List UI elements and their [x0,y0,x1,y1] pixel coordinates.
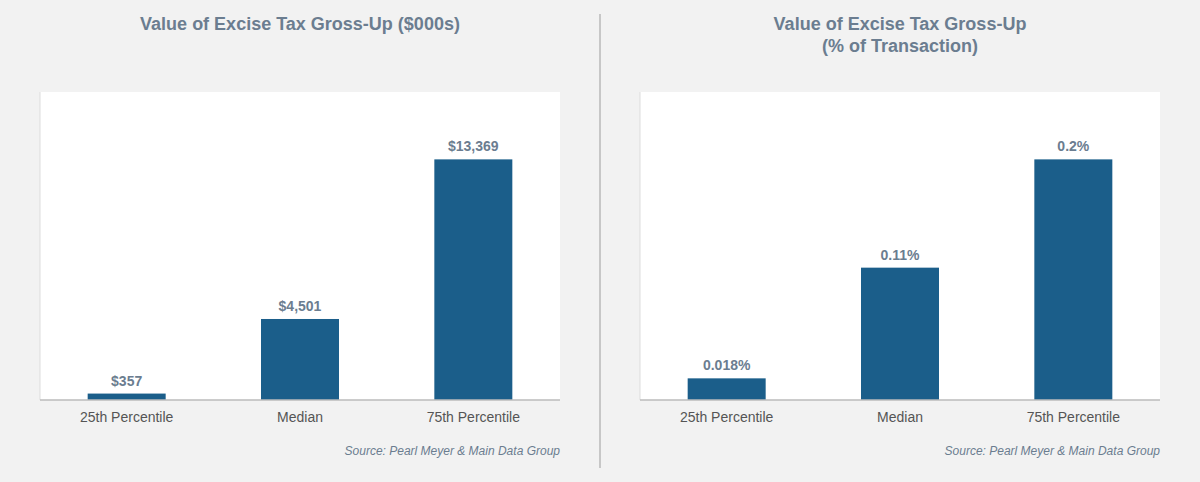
chart-title: Value of Excise Tax Gross-Up ($000s) [140,14,460,34]
x-tick-label: 25th Percentile [680,409,774,425]
x-tick-label: 75th Percentile [1027,409,1121,425]
x-axis-line [40,399,560,401]
bar [688,378,766,400]
bar [88,394,166,400]
divider [599,14,600,468]
plot-background [40,92,560,400]
x-tick-label: 75th Percentile [427,409,521,425]
data-label: $4,501 [279,298,322,314]
plot-background [640,92,1160,400]
data-label: $357 [111,373,142,389]
panel: Value of Excise Tax Gross-Up ($000s) $357… [40,14,560,458]
panel: Value of Excise Tax Gross-Up(% of Transa… [640,14,1160,458]
chart-title: Value of Excise Tax Gross-Up(% of Transa… [774,14,1027,56]
x-tick-label: 25th Percentile [80,409,174,425]
bar [861,268,939,400]
y-axis-line [40,92,41,400]
data-label: 0.018% [703,357,751,373]
x-tick-label: Median [277,409,323,425]
chart-svg: Value of Excise Tax Gross-Up ($000s) $357… [0,0,1200,482]
chart-root: Value of Excise Tax Gross-Up ($000s) $357… [0,0,1200,482]
source-note: Source: Pearl Meyer & Main Data Group [345,444,561,458]
data-label: 0.2% [1057,138,1089,154]
bar [261,319,339,400]
data-label: $13,369 [448,138,499,154]
title-line: Value of Excise Tax Gross-Up [774,14,1027,34]
data-label: 0.11% [881,247,920,263]
x-tick-label: Median [877,409,923,425]
source-note: Source: Pearl Meyer & Main Data Group [945,444,1161,458]
x-axis-line [640,399,1160,401]
title-line: (% of Transaction) [822,36,978,56]
bar [1034,159,1112,400]
bars [688,159,1113,400]
bars [88,159,513,400]
bar [434,159,512,400]
y-axis-line [640,92,641,400]
title-line: Value of Excise Tax Gross-Up ($000s) [140,14,460,34]
